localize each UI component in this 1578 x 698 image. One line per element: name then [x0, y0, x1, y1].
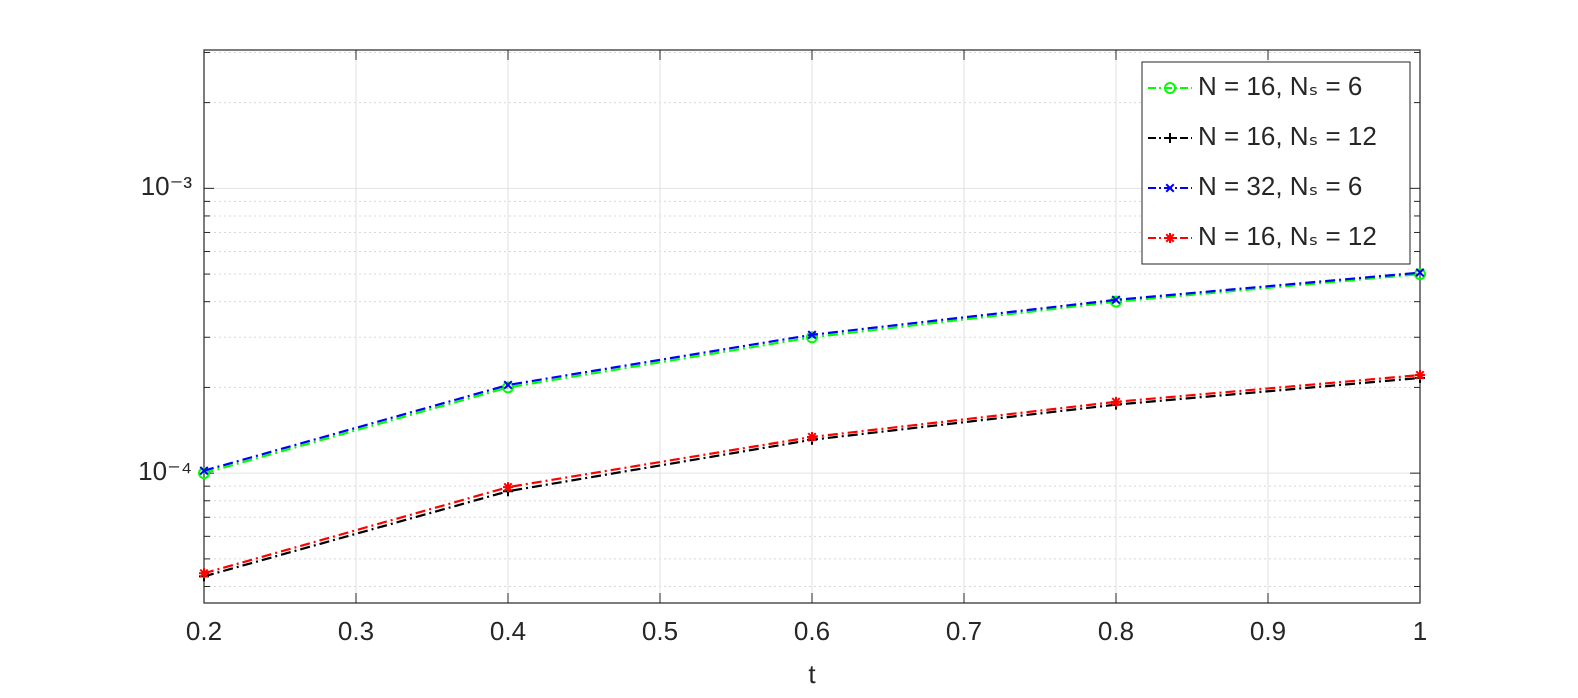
marker — [1110, 295, 1122, 308]
marker — [1415, 268, 1425, 278]
legend-marker — [1164, 82, 1176, 94]
y-tick-label: 10⁻⁴ — [138, 456, 192, 486]
x-tick-label: 0.5 — [642, 616, 678, 646]
x-tick-label: 0.4 — [490, 616, 526, 646]
marker — [1111, 396, 1121, 407]
marker — [806, 331, 818, 344]
marker — [807, 330, 817, 340]
series-line — [203, 272, 1421, 475]
y-tick-label: 10⁻³ — [141, 171, 193, 201]
legend-label: N = 32, Nₛ = 6 — [1198, 171, 1362, 201]
x-tick-label: 1 — [1413, 616, 1427, 646]
legend-marker — [1165, 133, 1175, 143]
marker — [198, 467, 210, 480]
x-tick-label: 0.6 — [794, 616, 830, 646]
x-tick-label: 0.8 — [1098, 616, 1134, 646]
marker — [503, 482, 513, 493]
x-tick-label: 0.7 — [946, 616, 982, 646]
legend-marker — [1165, 183, 1175, 193]
legend-box — [1141, 61, 1411, 265]
marker — [1414, 268, 1426, 281]
marker — [503, 380, 513, 390]
legend-marker — [1165, 233, 1175, 243]
marker — [1415, 370, 1425, 381]
legend-label: N = 16, Nₛ = 12 — [1198, 121, 1377, 151]
marker — [199, 568, 209, 579]
x-tick-label: 0.3 — [338, 616, 374, 646]
marker — [199, 466, 209, 476]
x-tick-label: 0.2 — [186, 616, 222, 646]
legend-label: N = 16, Nₛ = 12 — [1198, 221, 1377, 251]
x-tick-label: 0.9 — [1250, 616, 1286, 646]
legend-label: N = 16, Nₛ = 6 — [1198, 71, 1362, 101]
axes-box — [203, 49, 1421, 604]
x-axis-label: t — [808, 659, 816, 689]
marker — [807, 431, 817, 442]
marker — [1111, 295, 1121, 305]
marker — [502, 381, 514, 394]
